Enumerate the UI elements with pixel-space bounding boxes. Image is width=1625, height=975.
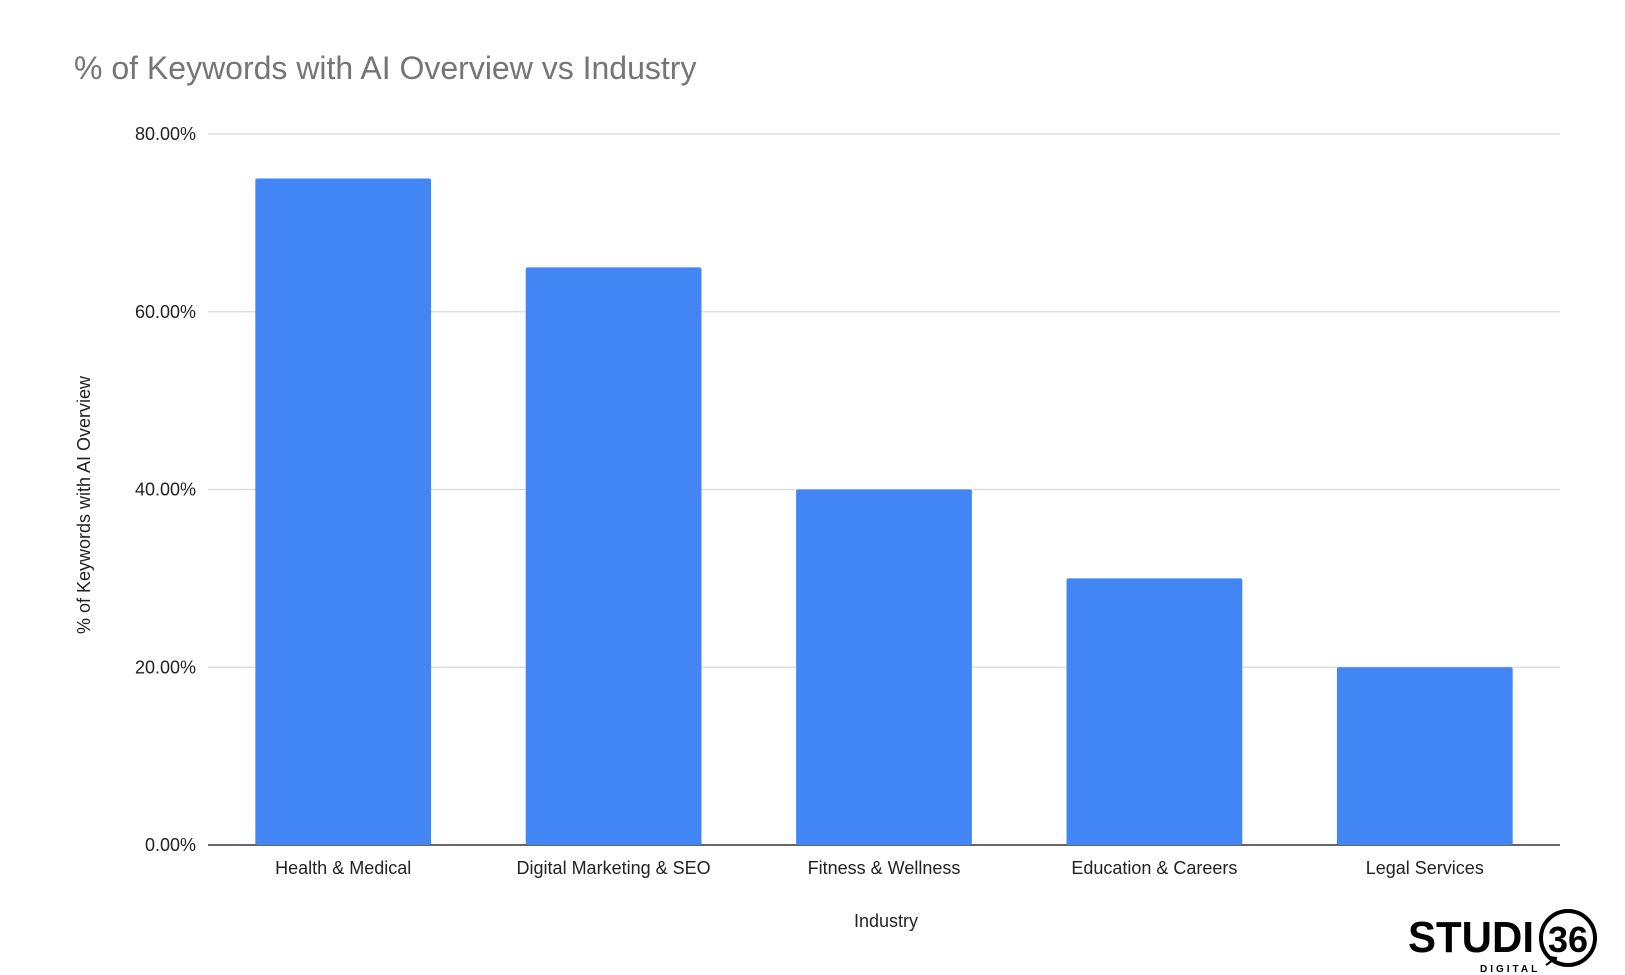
- logo-number: 36: [1548, 919, 1588, 960]
- logo-arrow-icon: [1545, 956, 1558, 966]
- studio36-logo: STUDI 36 DIGITAL: [1408, 909, 1597, 975]
- y-tick-label: 40.00%: [135, 480, 196, 500]
- x-tick-labels: Health & Medical Digital Marketing & SEO F…: [275, 858, 1484, 878]
- y-tick-label: 20.00%: [135, 657, 196, 677]
- bar: [525, 267, 702, 845]
- x-tick-label: Fitness & Wellness: [808, 858, 961, 878]
- logo-subtext: DIGITAL: [1480, 964, 1540, 975]
- x-tick-label: Education & Careers: [1071, 858, 1237, 878]
- y-axis-title: % of Keywords with AI Overview: [74, 375, 94, 634]
- y-tick-label: 60.00%: [135, 302, 196, 322]
- x-axis-title: Industry: [854, 911, 918, 931]
- bar: [1066, 578, 1243, 845]
- bar: [1336, 667, 1513, 845]
- x-tick-label: Health & Medical: [275, 858, 411, 878]
- x-tick-label: Legal Services: [1366, 858, 1484, 878]
- logo-circle-icon: [1539, 909, 1597, 967]
- bars: [255, 178, 1513, 845]
- bar: [796, 489, 972, 845]
- y-tick-label: 80.00%: [135, 124, 196, 144]
- chart-title: % of Keywords with AI Overview vs Indust…: [74, 50, 696, 86]
- logo-main-text: STUDI: [1408, 913, 1534, 962]
- y-tick-labels: 0.00% 20.00% 40.00% 60.00% 80.00%: [135, 124, 196, 855]
- x-tick-label: Digital Marketing & SEO: [517, 858, 711, 878]
- bar: [255, 178, 432, 845]
- y-tick-label: 0.00%: [145, 835, 196, 855]
